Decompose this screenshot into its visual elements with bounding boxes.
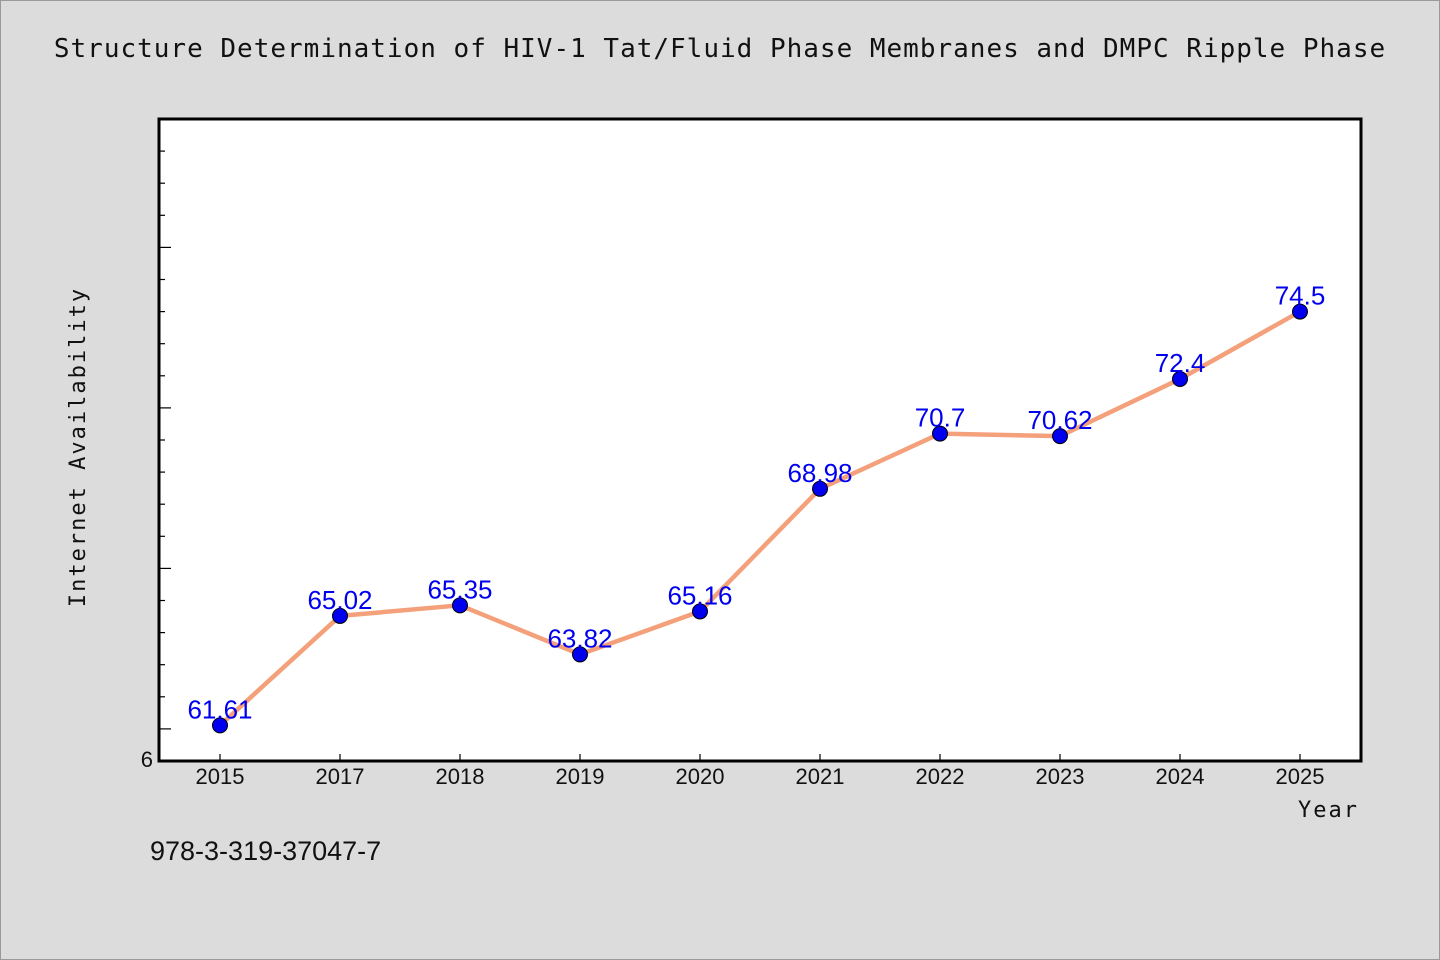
chart-title: Structure Determination of HIV-1 Tat/Flu…	[53, 34, 1387, 64]
series-line	[217, 309, 1303, 728]
data-point	[1172, 371, 1188, 388]
data-point	[212, 717, 228, 734]
data-label: 63.82	[547, 623, 612, 653]
data-point	[932, 425, 948, 442]
x-tick-label: 2015	[196, 764, 245, 789]
data-label: 65.02	[307, 585, 372, 615]
data-label: 61.61	[187, 694, 252, 724]
plot-area	[157, 117, 1363, 763]
data-point	[332, 607, 348, 624]
y-tick-label: 6	[141, 747, 153, 772]
data-markers	[212, 303, 1308, 734]
data-point	[452, 597, 468, 614]
x-tick-label: 2018	[436, 764, 485, 789]
data-labels: 61.61 65.02 65.35 63.82 65.16 68.98 70.7 70.62 7…	[187, 281, 1325, 725]
series-lines	[217, 309, 1303, 728]
x-tick-label: 2023	[1036, 764, 1085, 789]
data-point	[1052, 428, 1068, 445]
x-tick-label: 2021	[796, 764, 845, 789]
data-point	[692, 603, 708, 620]
data-label: 70.62	[1027, 405, 1092, 435]
x-tick-label: 2022	[916, 764, 965, 789]
data-point	[572, 646, 588, 663]
y-axis-tick-labels: 6	[141, 747, 153, 772]
data-point	[812, 480, 828, 497]
x-axis-ticks	[219, 754, 1301, 761]
x-tick-label: 2019	[556, 764, 605, 789]
data-label: 74.5	[1275, 281, 1326, 311]
data-point	[1292, 303, 1308, 320]
x-axis-title: Year	[1298, 798, 1359, 823]
x-axis-tick-labels: 2015 2017 2018 2019 2020 2021 2022 2023 2024 2025	[196, 764, 1325, 789]
y-axis-ticks	[159, 150, 171, 730]
data-label: 65.35	[427, 574, 492, 604]
footer-code: 978-3-319-37047-7	[150, 836, 382, 866]
data-label: 70.7	[915, 403, 966, 433]
data-label: 72.4	[1155, 348, 1206, 378]
data-label: 65.16	[667, 580, 732, 610]
x-tick-label: 2024	[1156, 764, 1205, 789]
x-tick-label: 2017	[316, 764, 365, 789]
x-tick-label: 2025	[1276, 764, 1325, 789]
x-tick-label: 2020	[676, 764, 725, 789]
y-axis-title: Internet Availability	[66, 287, 91, 607]
data-label: 68.98	[787, 458, 852, 488]
